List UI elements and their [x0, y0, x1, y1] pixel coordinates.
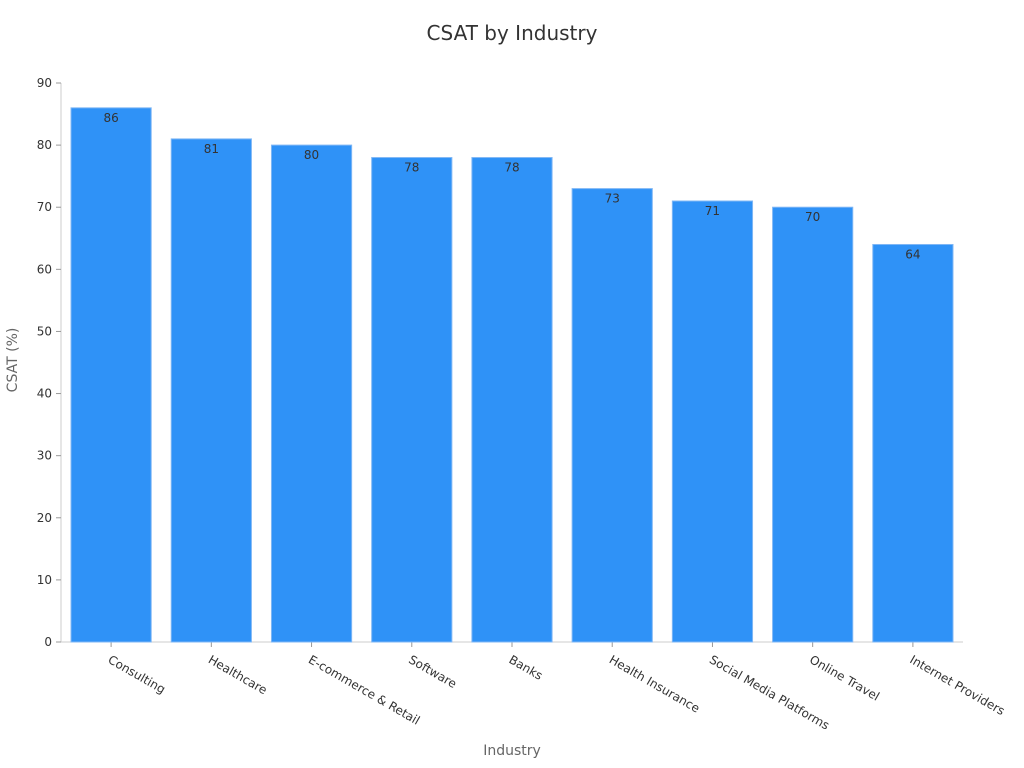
y-tick-label: 90: [37, 76, 52, 90]
y-axis-label: CSAT (%): [5, 328, 21, 393]
x-tick-label: Healthcare: [206, 652, 270, 697]
bar-value-label: 71: [705, 204, 720, 218]
bar: [671, 200, 754, 643]
bar-value-label: 78: [504, 161, 519, 175]
bars-group: [70, 107, 954, 643]
bar-value-label: 73: [605, 192, 620, 206]
y-tick-label: 50: [37, 324, 52, 338]
bar-value-label: 80: [304, 148, 319, 162]
y-tick-label: 60: [37, 262, 52, 276]
bar: [471, 157, 553, 643]
bar: [170, 138, 252, 643]
bar: [772, 206, 854, 643]
y-tick-label: 0: [44, 635, 52, 649]
bar-value-label: 64: [905, 247, 920, 261]
bar: [371, 157, 453, 643]
bar-value-label: 86: [103, 111, 118, 125]
x-axis: Consulting Healthcare E-commerce & RetailS…: [61, 641, 1007, 733]
y-tick-label: 30: [37, 449, 52, 463]
chart-title: CSAT by Industry: [427, 21, 598, 45]
bar-value-label: 81: [204, 142, 219, 156]
x-tick-label: Health Insurance: [607, 652, 702, 715]
x-tick-label: E-commerce & Retail: [306, 652, 422, 727]
bar: [571, 188, 653, 643]
y-tick-label: 70: [37, 200, 52, 214]
x-tick-label: Online Travel: [807, 652, 882, 703]
y-tick-label: 10: [37, 573, 52, 587]
bar-value-label: 78: [404, 161, 419, 175]
y-tick-label: 80: [37, 138, 52, 152]
data-labels-group: 86 81 80 78 78 73 71 70 64: [103, 111, 920, 262]
x-tick-label: Consulting: [106, 652, 168, 696]
x-tick-label: Banks: [507, 652, 546, 682]
x-tick-label: Internet Providers: [907, 652, 1007, 718]
x-axis-label: Industry: [483, 743, 541, 759]
x-tick-label: Software: [406, 652, 459, 691]
y-tick-label: 40: [37, 387, 52, 401]
y-axis: 0 10 20 30 40 50 60 70 80 90: [37, 76, 62, 649]
bar: [70, 107, 152, 643]
bar: [270, 144, 353, 643]
bar: [872, 243, 954, 643]
bar-value-label: 70: [805, 210, 820, 224]
y-tick-label: 20: [37, 511, 52, 525]
